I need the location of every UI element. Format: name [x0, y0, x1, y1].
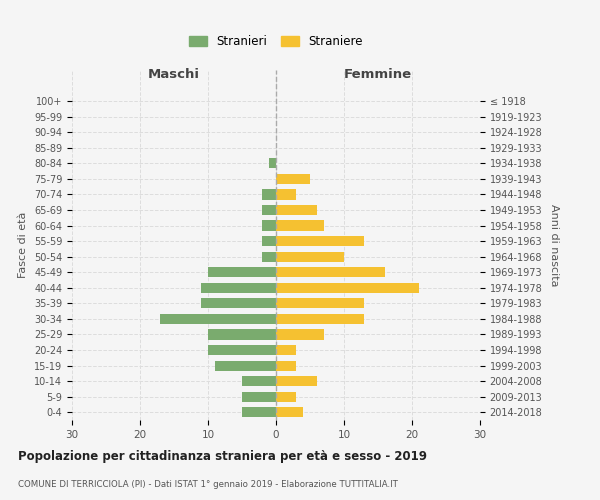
Bar [208, 267, 276, 278]
Bar [276, 330, 323, 340]
Y-axis label: Anni di nascita: Anni di nascita [549, 204, 559, 286]
Bar [242, 407, 276, 418]
Bar [276, 190, 296, 200]
Bar [262, 220, 276, 230]
Bar [276, 392, 296, 402]
Bar [276, 282, 419, 293]
Bar [276, 314, 364, 324]
Bar [262, 190, 276, 200]
Bar [201, 298, 276, 308]
Bar [160, 314, 276, 324]
Bar [276, 205, 317, 215]
Bar [276, 345, 296, 355]
Bar [276, 236, 364, 246]
Bar [208, 330, 276, 340]
Bar [276, 267, 385, 278]
Bar [276, 298, 364, 308]
Bar [276, 220, 323, 230]
Text: Popolazione per cittadinanza straniera per età e sesso - 2019: Popolazione per cittadinanza straniera p… [18, 450, 427, 463]
Bar [262, 252, 276, 262]
Bar [208, 345, 276, 355]
Bar [276, 407, 303, 418]
Bar [276, 174, 310, 184]
Bar [276, 360, 296, 370]
Bar [262, 236, 276, 246]
Bar [276, 376, 317, 386]
Bar [242, 376, 276, 386]
Bar [276, 252, 344, 262]
Legend: Stranieri, Straniere: Stranieri, Straniere [184, 30, 368, 53]
Text: Femmine: Femmine [344, 68, 412, 81]
Bar [201, 282, 276, 293]
Text: COMUNE DI TERRICCIOLA (PI) - Dati ISTAT 1° gennaio 2019 - Elaborazione TUTTITALI: COMUNE DI TERRICCIOLA (PI) - Dati ISTAT … [18, 480, 398, 489]
Bar [269, 158, 276, 168]
Bar [215, 360, 276, 370]
Bar [242, 392, 276, 402]
Y-axis label: Fasce di età: Fasce di età [19, 212, 28, 278]
Bar [262, 205, 276, 215]
Text: Maschi: Maschi [148, 68, 200, 81]
